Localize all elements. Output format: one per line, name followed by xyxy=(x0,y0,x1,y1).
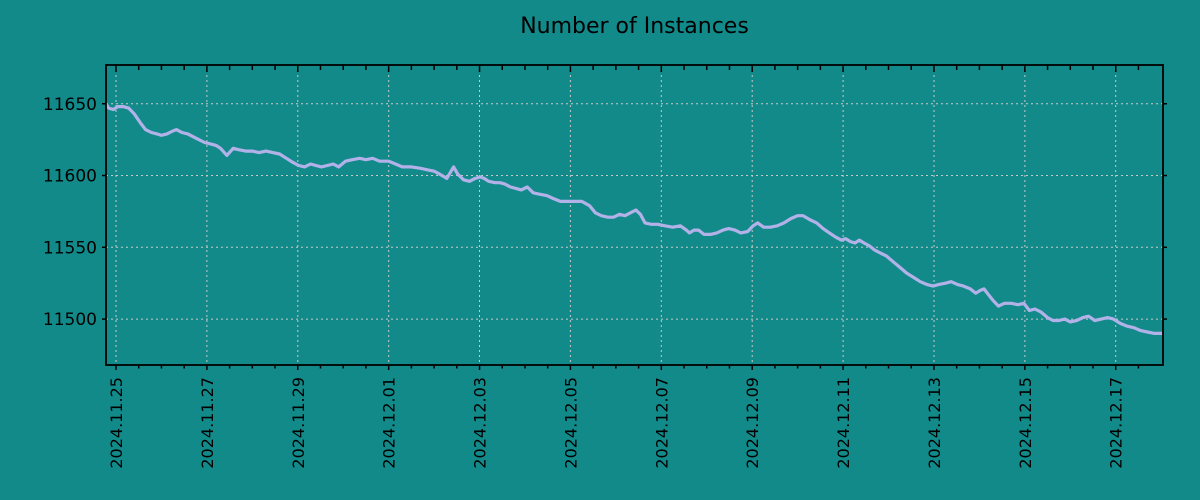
y-tick-label: 11500 xyxy=(43,310,97,330)
x-tick-label: 2024.12.07 xyxy=(652,377,671,469)
chart-title: Number of Instances xyxy=(520,14,749,39)
x-tick-label: 2024.12.17 xyxy=(1107,377,1126,469)
y-tick-label: 11650 xyxy=(43,95,97,115)
plot-border xyxy=(105,64,1164,366)
x-tick-label: 2024.12.05 xyxy=(561,377,580,469)
x-tick-label: 2024.12.13 xyxy=(925,377,944,469)
x-tick-label: 2024.12.11 xyxy=(834,377,853,469)
x-tick-label: 2024.12.01 xyxy=(380,377,399,469)
x-tick-label: 2024.11.29 xyxy=(289,377,308,469)
data-series-line xyxy=(106,102,1163,335)
y-tick-label: 11600 xyxy=(43,167,97,187)
x-tick-label: 2024.12.15 xyxy=(1016,377,1035,469)
y-tick-label: 11550 xyxy=(43,238,97,258)
x-tick-label: 2024.12.09 xyxy=(743,377,762,469)
x-tick-label: 2024.11.25 xyxy=(107,377,126,469)
x-tick-label: 2024.12.03 xyxy=(471,377,490,469)
x-tick-label: 2024.11.27 xyxy=(198,377,217,469)
